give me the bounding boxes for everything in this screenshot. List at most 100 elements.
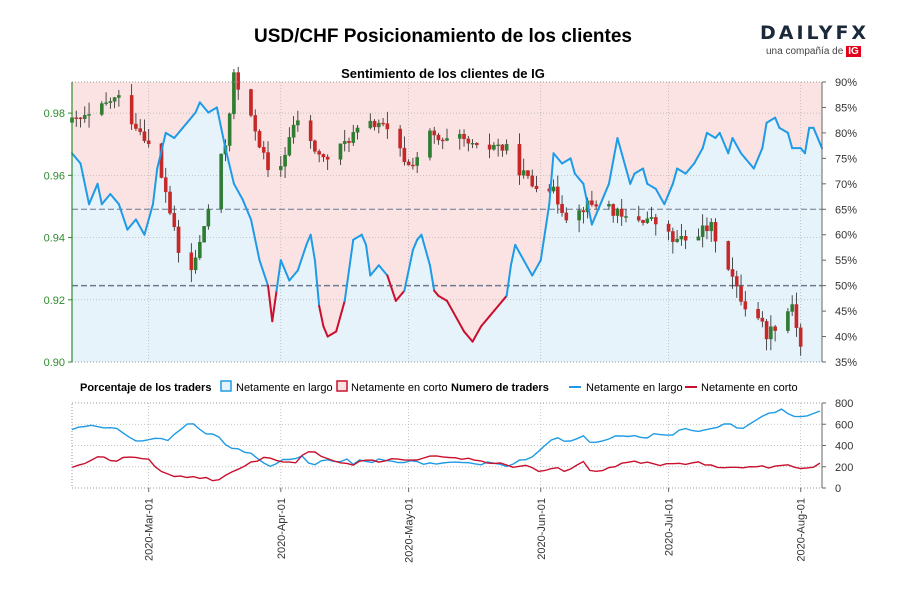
pct-long-segment (633, 167, 645, 175)
candle-body (457, 133, 462, 139)
pct-long-segment (181, 121, 189, 129)
candle-body (466, 138, 471, 144)
candle-body (138, 128, 142, 132)
legend-pct-title: Porcentaje de los traders (80, 382, 211, 394)
pct-long-segment (731, 137, 743, 155)
date-tick-label: 2020-Mar-01 (144, 498, 156, 561)
legend-num-short: Netamente en corto (701, 382, 798, 394)
percent-tick-label: 35% (835, 357, 857, 369)
chart-subtitle: Sentimiento de los clientes de IG (341, 66, 545, 81)
pct-long-segment (271, 289, 278, 323)
pct-long-segment (552, 152, 564, 165)
brand-name: DAILYFX (760, 22, 870, 44)
candle-body (296, 120, 300, 126)
candle-body (342, 141, 347, 144)
candle-body (291, 124, 296, 138)
date-tick-label: 2020-Jun-01 (536, 498, 548, 560)
candle-body (577, 210, 581, 221)
count-tick-label: 400 (835, 441, 853, 453)
pct-long-segment (488, 305, 500, 318)
pct-long-segment (778, 126, 789, 134)
candle-body (641, 220, 645, 223)
candle-body (74, 117, 79, 119)
pct-long-segment (309, 233, 316, 262)
candle-body (581, 210, 586, 213)
candle-body (730, 269, 735, 277)
count-grid (72, 402, 822, 489)
pct-long-segment (548, 152, 555, 206)
pct-long-segment (761, 121, 768, 150)
percent-tick-label: 45% (835, 306, 857, 318)
count-tick-label: 600 (835, 419, 853, 431)
date-tick-label: 2020-Apr-01 (276, 498, 288, 559)
pct-long-segment (198, 101, 210, 114)
pct-long-segment (288, 269, 299, 282)
ig-mark: IG (846, 46, 861, 57)
candle-body (108, 101, 113, 103)
candle-body (636, 216, 641, 221)
pct-long-segment (194, 101, 201, 114)
pct-long-segment (249, 218, 261, 262)
pct-long-segment (774, 116, 781, 129)
candle-body (82, 115, 87, 119)
candle-body (773, 326, 777, 331)
candle-body (87, 114, 91, 116)
pct-long-segment (326, 330, 338, 338)
pct-long-segment (629, 172, 636, 185)
candle-body (385, 123, 390, 130)
pct-long-segment (522, 259, 534, 277)
candle-body (266, 152, 270, 171)
pct-long-segment (676, 167, 687, 175)
candle-body (615, 208, 620, 216)
candle-body (372, 120, 377, 128)
candle-body (654, 217, 658, 225)
pct-long-segment (267, 284, 274, 323)
pct-long-segment (369, 264, 380, 277)
legend-num-title: Numero de traders (451, 382, 549, 394)
pct-long-segment (497, 294, 508, 307)
pct-long-segment (786, 131, 794, 150)
pct-long-segment (186, 111, 197, 124)
candle-body (232, 72, 236, 115)
pct-long-segment (151, 167, 159, 206)
candle-body (504, 144, 509, 151)
price-tick-label: 0.96 (44, 170, 65, 182)
candle-body (398, 128, 402, 149)
candle-body (168, 191, 172, 214)
pct-long-segment (654, 187, 666, 206)
short-count-series (71, 451, 821, 482)
pct-long-segment (420, 233, 431, 267)
pct-long-segment (514, 243, 525, 262)
percent-tick-label: 55% (835, 255, 857, 267)
brand-tagline: una compañía de IG (766, 46, 876, 57)
pct-long-segment (454, 315, 466, 333)
candle-body (462, 133, 466, 140)
candle-body (649, 217, 654, 219)
pct-long-segment (143, 203, 154, 236)
pct-long-segment (573, 172, 585, 185)
long-sentiment-area (72, 102, 822, 363)
pct-long-segment (411, 238, 419, 251)
candle-body (436, 134, 441, 141)
pct-long-segment (446, 299, 457, 318)
percent-tick-label: 70% (835, 179, 857, 191)
pct-long-segment (394, 289, 406, 302)
pct-long-segment (509, 243, 517, 267)
candle-body (253, 115, 258, 132)
pct-long-segment (599, 182, 610, 206)
candle-body (355, 127, 360, 133)
pct-long-segment (232, 182, 244, 201)
candle-body (769, 326, 773, 340)
pct-long-segment (365, 243, 372, 277)
candle-body (470, 142, 475, 145)
candle-body (743, 301, 748, 310)
candle-body (564, 212, 569, 221)
candle-body (475, 142, 479, 146)
pct-long-segment (360, 233, 368, 246)
candle-body (261, 147, 266, 153)
pct-long-segment (343, 238, 355, 302)
price-tick-label: 0.92 (44, 295, 65, 307)
pct-long-segment (590, 203, 602, 226)
candle-body (236, 72, 240, 90)
dailyfx-logo: DAILYFX una compañía de IG (760, 22, 870, 66)
